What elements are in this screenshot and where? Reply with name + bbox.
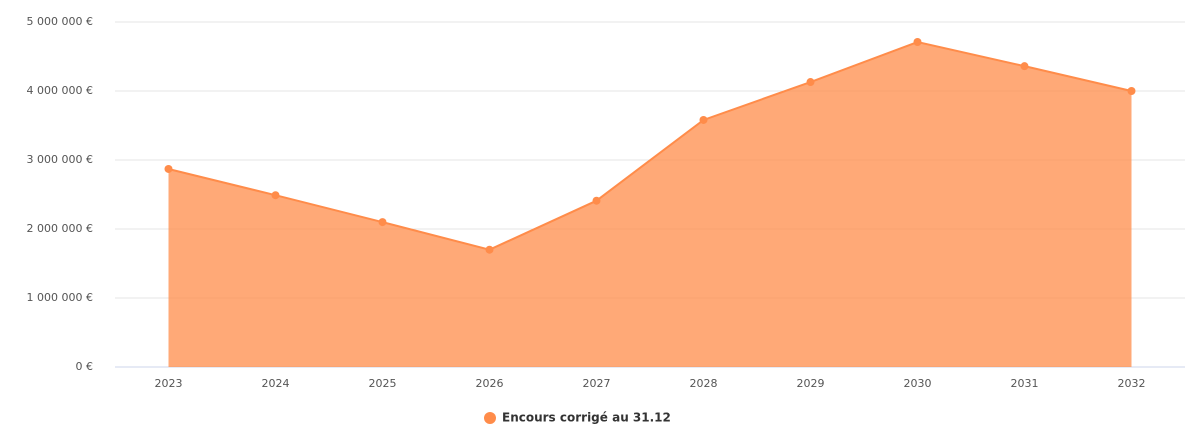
legend-text: Encours corrigé au 31.12	[502, 411, 671, 425]
y-tick-label: 1 000 000 €	[27, 291, 93, 304]
x-tick-label: 2030	[904, 377, 932, 390]
x-tick-label: 2023	[155, 377, 183, 390]
marker	[806, 78, 815, 87]
x-tick-label: 2024	[262, 377, 290, 390]
y-tick-label: 5 000 000 €	[27, 15, 93, 28]
y-tick-label: 0 €	[76, 360, 94, 373]
marker	[271, 191, 280, 200]
x-tick-label: 2025	[369, 377, 397, 390]
legend-marker	[484, 412, 496, 424]
marker	[913, 38, 922, 47]
marker	[485, 245, 494, 254]
x-tick-label: 2032	[1118, 377, 1146, 390]
y-tick-label: 2 000 000 €	[27, 222, 93, 235]
marker	[699, 115, 708, 124]
marker	[1127, 87, 1136, 95]
y-tick-label: 4 000 000 €	[27, 84, 93, 97]
line	[168, 40, 1132, 251]
marker	[378, 218, 387, 227]
x-tick-label: 2028	[690, 377, 718, 390]
x-tick-label: 2027	[583, 377, 611, 390]
marker	[164, 164, 173, 173]
x-tick-label: 2026	[476, 377, 504, 390]
x-tick-label: 2031	[1011, 377, 1039, 390]
area	[168, 42, 1132, 367]
y-tick-label: 3 000 000 €	[27, 153, 93, 166]
marker	[592, 196, 601, 205]
x-tick-label: 2029	[797, 377, 825, 390]
marker	[1020, 62, 1029, 71]
